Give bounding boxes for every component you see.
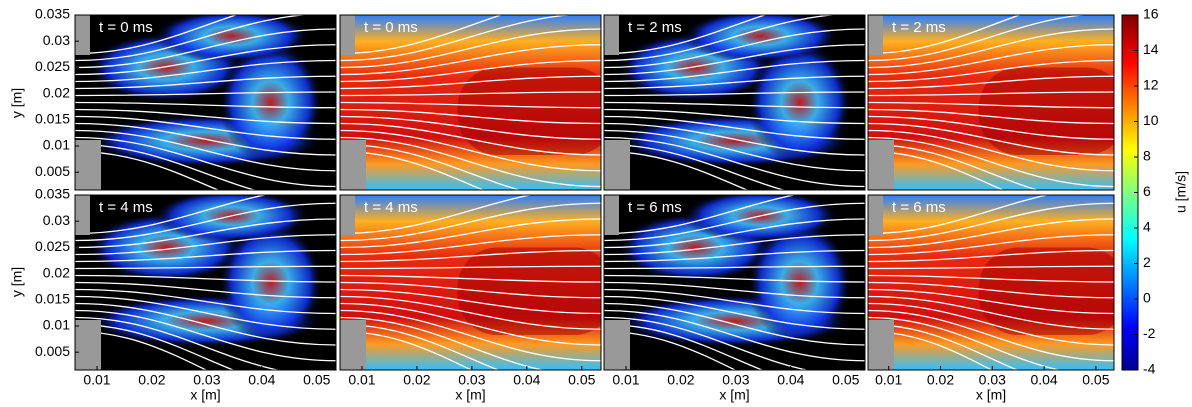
- y-axis-label: y [m]: [9, 267, 25, 297]
- x-tick-label: 0.03: [193, 372, 220, 388]
- nozzle-upper: [868, 15, 883, 55]
- x-tick-label: 0.02: [667, 372, 694, 388]
- x-tick-label: 0.04: [1030, 372, 1057, 388]
- nozzle-upper: [340, 15, 355, 55]
- x-tick-label: 0.04: [777, 372, 804, 388]
- x-tick-label: 0.04: [513, 372, 540, 388]
- x-axis-label: x [m]: [455, 387, 485, 403]
- panel-label: t = 6 ms: [628, 199, 682, 216]
- colorbar-tick-label: 12: [1143, 77, 1159, 93]
- colorbar-label: u [m/s]: [1173, 171, 1189, 213]
- colorbar-tick-label: 0: [1143, 290, 1151, 306]
- y-tick-label: 0.035: [35, 186, 70, 202]
- colorbar-tick-label: 6: [1143, 183, 1151, 199]
- colorbar-tick-label: 14: [1143, 41, 1159, 57]
- x-tick-label: 0.05: [1082, 372, 1109, 388]
- y-tick-label: 0.03: [43, 212, 70, 228]
- nozzle-lower: [75, 140, 101, 190]
- nozzle-lower: [340, 140, 366, 190]
- x-tick-label: 0.04: [248, 372, 275, 388]
- nozzle-upper: [604, 15, 619, 55]
- nozzle-lower: [604, 320, 630, 370]
- y-tick-label: 0.01: [43, 317, 70, 333]
- x-tick-label: 0.01: [875, 372, 902, 388]
- x-tick-label: 0.02: [927, 372, 954, 388]
- y-tick-label: 0.025: [35, 58, 70, 74]
- y-tick-label: 0.015: [35, 110, 70, 126]
- x-tick-label: 0.05: [303, 372, 330, 388]
- nozzle-upper: [604, 195, 619, 235]
- x-tick-label: 0.02: [403, 372, 430, 388]
- x-axis-label: x [m]: [976, 387, 1006, 403]
- nozzle-upper: [75, 195, 90, 235]
- x-axis-label: x [m]: [190, 387, 220, 403]
- y-tick-label: 0.02: [43, 84, 70, 100]
- y-tick-label: 0.035: [35, 6, 70, 22]
- nozzle-upper: [75, 15, 90, 55]
- y-axis-label: y [m]: [9, 88, 25, 118]
- x-tick-label: 0.05: [832, 372, 859, 388]
- x-tick-label: 0.02: [138, 372, 165, 388]
- colorbar-tick-label: 4: [1143, 219, 1151, 235]
- colorbar-tick-label: 10: [1143, 112, 1159, 128]
- nozzle-lower: [868, 140, 894, 190]
- x-tick-label: 0.01: [83, 372, 110, 388]
- figure: y [m] y [m] u [m/s] t = 0 ms 0.005 0.01 0.0…: [0, 0, 1192, 407]
- panel-label: t = 4 ms: [99, 199, 153, 216]
- panel-label: t = 2 ms: [892, 19, 946, 36]
- panel-label: t = 2 ms: [628, 19, 682, 36]
- nozzle-upper: [340, 195, 355, 235]
- panel-label: t = 0 ms: [99, 19, 153, 36]
- x-tick-label: 0.03: [979, 372, 1006, 388]
- y-tick-label: 0.025: [35, 238, 70, 254]
- panel-label: t = 4 ms: [364, 199, 418, 216]
- colorbar-tick-label: -4: [1143, 361, 1156, 377]
- nozzle-lower: [868, 320, 894, 370]
- panel-label: t = 0 ms: [364, 19, 418, 36]
- x-tick-label: 0.05: [568, 372, 595, 388]
- colorbar-tick-label: 2: [1143, 254, 1151, 270]
- y-tick-label: 0.01: [43, 137, 70, 153]
- y-tick-label: 0.02: [43, 264, 70, 280]
- x-axis-label: x [m]: [719, 387, 749, 403]
- panel-label: t = 6 ms: [892, 199, 946, 216]
- y-tick-label: 0.03: [43, 32, 70, 48]
- x-tick-label: 0.01: [612, 372, 639, 388]
- x-tick-label: 0.03: [722, 372, 749, 388]
- nozzle-lower: [75, 320, 101, 370]
- colorbar-tick-label: 16: [1143, 6, 1159, 22]
- nozzle-lower: [604, 140, 630, 190]
- nozzle-lower: [340, 320, 366, 370]
- y-tick-label: 0.005: [35, 343, 70, 359]
- x-tick-label: 0.03: [458, 372, 485, 388]
- colorbar-tick-label: -2: [1143, 325, 1156, 341]
- nozzle-upper: [868, 195, 883, 235]
- y-tick-label: 0.015: [35, 290, 70, 306]
- x-tick-label: 0.01: [348, 372, 375, 388]
- colorbar-tick-label: 8: [1143, 148, 1151, 164]
- y-tick-label: 0.005: [35, 163, 70, 179]
